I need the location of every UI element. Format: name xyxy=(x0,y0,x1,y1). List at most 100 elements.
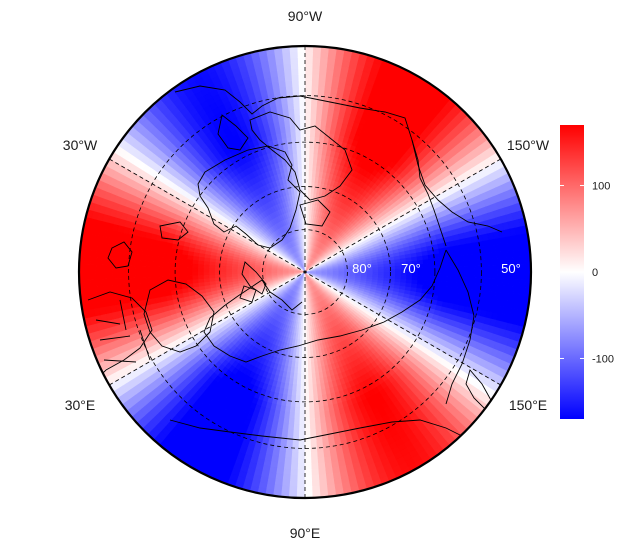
field-cell xyxy=(304,136,311,143)
field-cell xyxy=(304,378,310,386)
field-cell xyxy=(315,423,322,431)
field-cell xyxy=(314,417,322,425)
field-cell xyxy=(180,258,188,265)
field-cell xyxy=(291,389,298,397)
field-cell xyxy=(186,275,193,281)
field-cell xyxy=(423,267,430,273)
field-cell xyxy=(299,113,306,120)
field-cell xyxy=(282,422,290,430)
field-cell xyxy=(304,187,309,194)
field-cell xyxy=(186,259,193,265)
field-cell xyxy=(304,390,310,397)
field-cell xyxy=(152,261,159,268)
field-cell xyxy=(300,164,306,171)
field-cell xyxy=(313,142,319,149)
field-cell xyxy=(444,286,452,293)
field-cell xyxy=(147,249,155,257)
field-cell xyxy=(312,147,319,155)
field-cell xyxy=(299,119,306,126)
field-cell xyxy=(309,406,316,414)
field-cell xyxy=(309,423,317,431)
field-cell xyxy=(152,250,160,257)
field-cell xyxy=(308,158,314,166)
field-cell xyxy=(304,424,311,431)
field-cell xyxy=(146,260,154,268)
field-cell xyxy=(451,271,458,278)
field-cell xyxy=(294,406,301,414)
field-cell xyxy=(378,271,385,276)
field-cell xyxy=(152,276,159,283)
field-cell xyxy=(304,373,310,380)
field-cell xyxy=(299,418,306,425)
field-cell xyxy=(308,384,314,391)
field-cell xyxy=(157,261,165,268)
field-cell xyxy=(174,262,182,269)
field-cell xyxy=(312,158,318,166)
field-cell xyxy=(301,345,306,352)
field-cell xyxy=(301,175,306,183)
field-cell xyxy=(428,271,436,277)
field-cell xyxy=(299,136,306,143)
field-cell xyxy=(146,282,154,289)
field-cell xyxy=(284,405,292,413)
field-cell xyxy=(304,175,309,183)
field-cell xyxy=(295,141,302,149)
field-cell xyxy=(445,266,453,273)
field-cell xyxy=(304,158,310,165)
field-cell xyxy=(169,257,177,264)
field-cell xyxy=(146,266,153,273)
field-cell xyxy=(417,279,424,285)
field-cell xyxy=(186,263,193,269)
field-cell xyxy=(300,152,306,160)
field-cell xyxy=(292,378,298,386)
field-cell xyxy=(299,424,306,431)
field-cell xyxy=(309,119,316,126)
field-cell xyxy=(163,266,170,273)
field-cell xyxy=(301,367,306,375)
field-cell xyxy=(300,384,306,391)
field-cell xyxy=(309,113,317,121)
field-cell xyxy=(295,136,301,143)
field-cell xyxy=(411,275,419,281)
field-cell xyxy=(169,266,176,273)
field-cell xyxy=(450,287,458,294)
field-cell xyxy=(439,276,447,283)
field-cell xyxy=(289,125,296,132)
field-cell xyxy=(290,400,297,408)
field-cell xyxy=(433,280,441,287)
field-cell xyxy=(191,263,199,269)
field-cell xyxy=(327,271,334,274)
field-cell xyxy=(304,164,310,171)
field-cell xyxy=(294,130,301,138)
field-cell xyxy=(320,114,328,122)
field-cell xyxy=(299,130,306,137)
field-cell xyxy=(197,264,204,269)
field-cell xyxy=(304,152,310,160)
field-cell xyxy=(372,271,379,275)
field-cell xyxy=(445,271,453,278)
field-cell xyxy=(304,113,311,120)
field-cell xyxy=(304,401,311,408)
field-cell xyxy=(208,268,216,273)
field-cell xyxy=(445,261,453,268)
field-cell xyxy=(423,275,430,282)
field-cell xyxy=(163,261,171,268)
field-cell xyxy=(293,423,301,431)
field-cell xyxy=(423,262,430,269)
field-cell xyxy=(308,141,315,149)
field-cell xyxy=(297,373,302,380)
field-cell xyxy=(208,264,216,270)
field-cell xyxy=(304,407,311,414)
field-cell xyxy=(304,141,310,149)
field-cell xyxy=(295,395,302,403)
field-cell xyxy=(304,147,310,154)
field-cell xyxy=(197,267,204,273)
field-cell xyxy=(152,266,159,273)
field-cell xyxy=(456,260,464,268)
field-cell xyxy=(174,267,182,273)
field-cell xyxy=(203,264,210,269)
field-cell xyxy=(321,271,328,274)
field-cell xyxy=(185,271,193,277)
field-cell xyxy=(180,262,187,269)
